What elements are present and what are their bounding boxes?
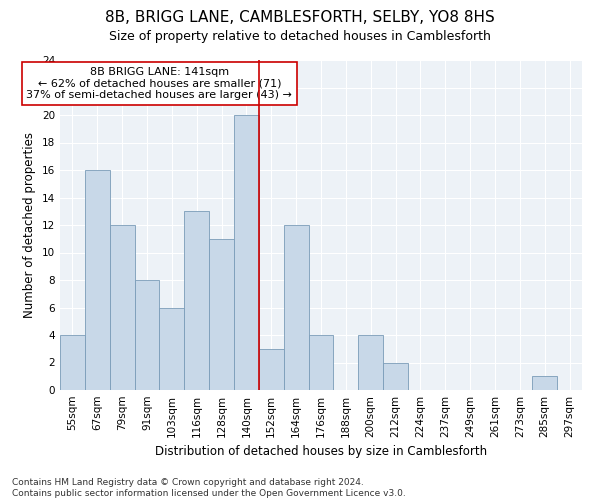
X-axis label: Distribution of detached houses by size in Camblesforth: Distribution of detached houses by size … <box>155 446 487 458</box>
Bar <box>308 335 334 390</box>
Text: Size of property relative to detached houses in Camblesforth: Size of property relative to detached ho… <box>109 30 491 43</box>
Bar <box>60 335 85 390</box>
Y-axis label: Number of detached properties: Number of detached properties <box>23 132 37 318</box>
Bar <box>160 308 184 390</box>
Bar <box>234 115 259 390</box>
Text: 8B, BRIGG LANE, CAMBLESFORTH, SELBY, YO8 8HS: 8B, BRIGG LANE, CAMBLESFORTH, SELBY, YO8… <box>105 10 495 25</box>
Bar <box>209 239 234 390</box>
Bar <box>532 376 557 390</box>
Bar <box>259 349 284 390</box>
Bar <box>134 280 160 390</box>
Bar <box>85 170 110 390</box>
Bar <box>184 211 209 390</box>
Bar <box>383 362 408 390</box>
Text: 8B BRIGG LANE: 141sqm
← 62% of detached houses are smaller (71)
37% of semi-deta: 8B BRIGG LANE: 141sqm ← 62% of detached … <box>26 67 292 100</box>
Bar <box>110 225 134 390</box>
Bar <box>284 225 308 390</box>
Text: Contains HM Land Registry data © Crown copyright and database right 2024.
Contai: Contains HM Land Registry data © Crown c… <box>12 478 406 498</box>
Bar <box>358 335 383 390</box>
